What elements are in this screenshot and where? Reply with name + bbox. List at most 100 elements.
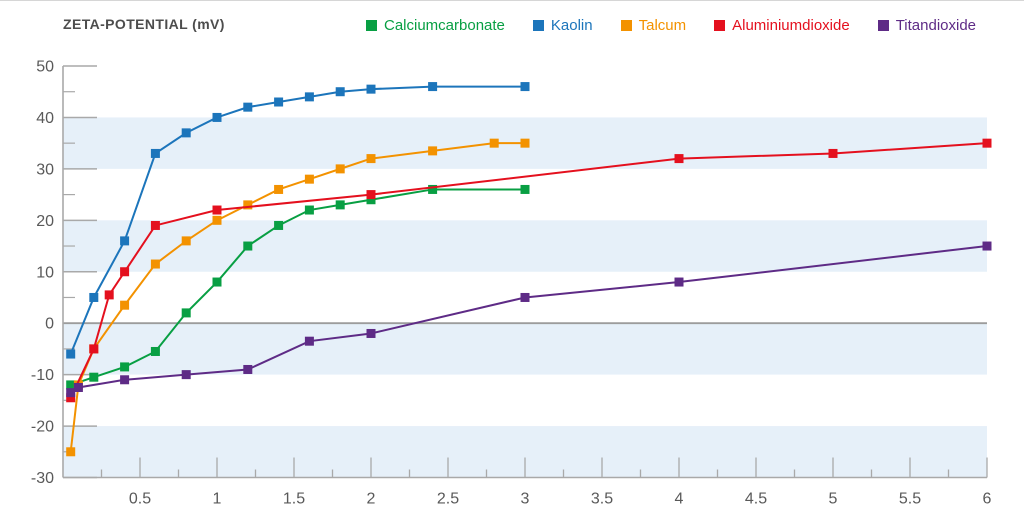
series-kaolin (66, 82, 530, 359)
x-axis-label: 3 (521, 491, 530, 508)
y-axis-label: 30 (36, 161, 54, 178)
data-point-aluminiumdioxide (982, 138, 992, 148)
y-axis-label: -10 (31, 367, 54, 384)
data-point-kaolin (304, 92, 314, 102)
data-point-talcum (150, 259, 160, 269)
data-point-calciumcarbonate (66, 380, 76, 390)
x-axis-label: 4.5 (745, 491, 767, 508)
data-point-aluminiumdioxide (66, 393, 76, 403)
y-axis-label: 20 (36, 213, 54, 230)
data-point-kaolin (181, 128, 191, 138)
y-axis-label: -30 (31, 470, 54, 487)
data-point-calciumcarbonate (150, 346, 160, 356)
legend-item-titandioxide: Titandioxide (877, 17, 977, 34)
legend-item-aluminiumdioxide: Aluminiumdioxide (714, 17, 850, 34)
legend-item-talcum: Talcum (620, 17, 687, 34)
data-point-talcum (243, 200, 253, 210)
x-axis-label: 0.5 (129, 491, 151, 508)
legend-swatch-aluminiumdioxide (714, 20, 726, 31)
data-point-aluminiumdioxide (366, 190, 376, 200)
data-point-talcum (212, 215, 222, 225)
x-axis-label: 6 (983, 491, 992, 508)
series-talcum (66, 138, 530, 457)
x-axis-label: 3.5 (591, 491, 613, 508)
legend-label-titandioxide: Titandioxide (895, 17, 977, 34)
legend-label-calciumcarbonate: Calciumcarbonate (384, 17, 505, 34)
data-point-titandioxide (181, 370, 191, 380)
y-axis-label: 10 (36, 264, 54, 281)
series-line-titandioxide (70, 245, 988, 394)
y-axis-label: -20 (31, 419, 54, 436)
data-point-calciumcarbonate (335, 200, 345, 210)
data-point-calciumcarbonate (212, 277, 222, 287)
data-point-kaolin (66, 349, 76, 359)
data-point-aluminiumdioxide (150, 220, 160, 230)
data-point-calciumcarbonate (304, 205, 314, 215)
y-axis-label: 0 (45, 316, 54, 333)
data-point-calciumcarbonate (120, 362, 130, 372)
series-titandioxide (66, 241, 992, 398)
data-point-talcum (120, 300, 130, 310)
x-axis-label: 5.5 (899, 491, 921, 508)
data-point-calciumcarbonate (89, 372, 99, 382)
legend-swatch-talcum (620, 20, 632, 31)
data-point-aluminiumdioxide (828, 148, 838, 158)
series-line-aluminiumdioxide (69, 142, 988, 399)
legend-label-kaolin: Kaolin (550, 17, 593, 34)
legend-label-aluminiumdioxide: Aluminiumdioxide (732, 17, 850, 34)
data-point-kaolin (520, 82, 530, 92)
legend-swatch-kaolin (532, 20, 544, 31)
legend-item-calciumcarbonate: Calciumcarbonate (366, 17, 505, 34)
data-point-calciumcarbonate (274, 220, 284, 230)
y-axis-label: 50 (36, 59, 54, 76)
data-point-kaolin (428, 82, 438, 92)
data-point-titandioxide (982, 241, 992, 251)
x-axis-label: 1.5 (283, 491, 305, 508)
data-point-talcum (428, 146, 438, 156)
series-calciumcarbonate (66, 184, 530, 390)
data-point-talcum (520, 138, 530, 148)
data-point-calciumcarbonate (520, 184, 530, 194)
data-point-calciumcarbonate (243, 241, 253, 251)
chart-title: ZETA-POTENTIAL (mV) (63, 16, 225, 32)
data-point-titandioxide (66, 388, 76, 398)
data-point-titandioxide (366, 328, 376, 338)
data-point-kaolin (89, 292, 99, 302)
data-point-aluminiumdioxide (674, 154, 684, 164)
data-point-calciumcarbonate (428, 184, 438, 194)
data-point-talcum (366, 154, 376, 164)
series-aluminiumdioxide (66, 138, 992, 403)
chart-legend: Calciumcarbonate Kaolin Talcum Aluminiumdio… (366, 17, 976, 34)
data-point-titandioxide (674, 277, 684, 287)
data-point-talcum (489, 138, 499, 148)
background-band (63, 220, 987, 272)
legend-item-kaolin: Kaolin (532, 17, 593, 34)
data-point-kaolin (366, 84, 376, 94)
legend-swatch-titandioxide (877, 20, 889, 31)
data-point-kaolin (335, 87, 345, 97)
data-point-talcum (274, 184, 284, 194)
data-point-titandioxide (520, 292, 530, 302)
data-point-talcum (335, 164, 345, 174)
data-point-calciumcarbonate (366, 195, 376, 205)
data-point-titandioxide (120, 375, 130, 385)
legend-swatch-calciumcarbonate (366, 20, 377, 31)
data-point-kaolin (243, 102, 253, 112)
data-point-titandioxide (243, 364, 253, 374)
x-axis-label: 5 (829, 491, 838, 508)
x-axis-label: 2 (367, 491, 376, 508)
data-point-aluminiumdioxide (89, 344, 99, 354)
y-axis-label: 40 (36, 110, 54, 127)
data-point-talcum (181, 236, 191, 246)
data-point-talcum (66, 447, 76, 457)
data-point-kaolin (212, 112, 222, 122)
data-point-aluminiumdioxide (120, 267, 130, 277)
x-axis-label: 2.5 (437, 491, 459, 508)
data-point-kaolin (150, 148, 160, 158)
data-point-calciumcarbonate (181, 308, 191, 318)
data-point-talcum (304, 174, 314, 184)
legend-label-talcum: Talcum (638, 17, 687, 34)
data-point-kaolin (274, 97, 284, 107)
x-axis-label: 4 (675, 491, 684, 508)
